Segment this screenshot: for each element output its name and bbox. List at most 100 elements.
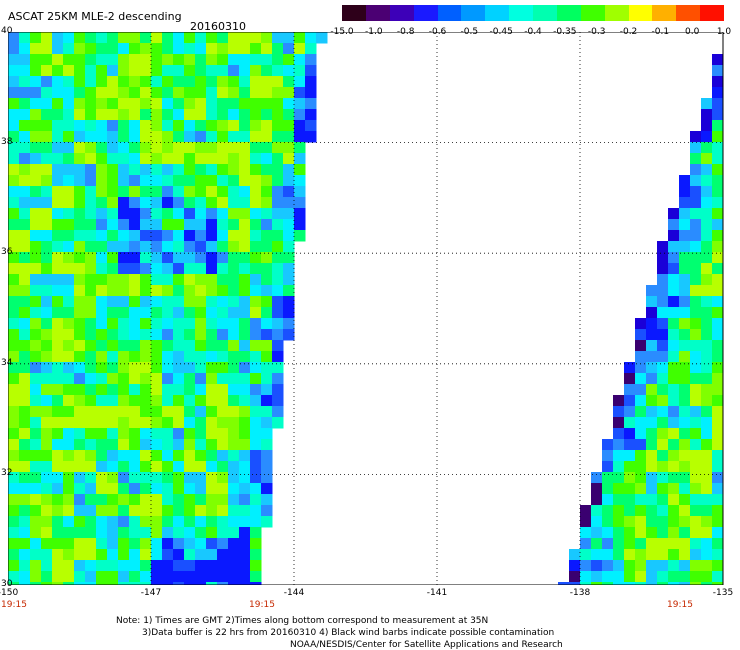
wind-cell — [272, 208, 284, 220]
wind-cell — [74, 549, 86, 561]
wind-cell — [151, 318, 163, 330]
wind-cell — [272, 32, 284, 44]
wind-cell — [228, 527, 240, 539]
wind-cell — [8, 43, 20, 55]
wind-cell — [624, 516, 636, 528]
wind-cell — [74, 582, 86, 585]
wind-cell — [250, 175, 262, 187]
wind-cell — [173, 417, 185, 429]
wind-cell — [162, 560, 174, 572]
wind-cell — [261, 175, 273, 187]
wind-cell — [668, 329, 680, 341]
wind-cell — [250, 87, 262, 99]
wind-cell — [74, 428, 86, 440]
wind-cell — [162, 318, 174, 330]
wind-cell — [118, 164, 130, 176]
wind-cell — [8, 318, 20, 330]
wind-cell — [8, 274, 20, 286]
wind-cell — [118, 571, 130, 583]
wind-cell — [140, 395, 152, 407]
wind-cell — [272, 120, 284, 132]
wind-cell — [217, 329, 229, 341]
wind-cell — [250, 120, 262, 132]
wind-cell — [701, 307, 713, 319]
wind-cell — [195, 208, 207, 220]
wind-cell — [261, 43, 273, 55]
wind-cell — [96, 351, 108, 363]
wind-cell — [52, 285, 64, 297]
wind-cell — [668, 384, 680, 396]
wind-cell — [690, 516, 702, 528]
wind-cell — [63, 142, 75, 154]
wind-cell — [272, 285, 284, 297]
wind-cell — [52, 65, 64, 77]
wind-cell — [228, 417, 240, 429]
wind-cell — [8, 472, 20, 484]
wind-cell — [19, 384, 31, 396]
longitude-label: -141 — [426, 588, 448, 598]
wind-cell — [129, 65, 141, 77]
wind-cell — [107, 219, 119, 231]
wind-cell — [635, 549, 647, 561]
wind-cell — [173, 131, 185, 143]
wind-cell — [283, 32, 295, 44]
wind-cell — [228, 461, 240, 473]
wind-cell — [140, 43, 152, 55]
wind-cell — [239, 318, 251, 330]
wind-cell — [239, 362, 251, 374]
wind-cell — [701, 263, 713, 275]
wind-cell — [74, 318, 86, 330]
wind-cell — [52, 252, 64, 264]
wind-cell — [85, 362, 97, 374]
wind-cell — [261, 417, 273, 429]
wind-cell — [107, 307, 119, 319]
wind-cell — [30, 527, 42, 539]
wind-cell — [129, 461, 141, 473]
wind-cell — [712, 197, 724, 209]
wind-cell — [129, 384, 141, 396]
wind-cell — [701, 120, 713, 132]
wind-cell — [646, 560, 658, 572]
wind-cell — [63, 175, 75, 187]
wind-cell — [140, 197, 152, 209]
wind-cell — [206, 538, 218, 550]
wind-cell — [250, 285, 262, 297]
wind-cell — [217, 417, 229, 429]
wind-cell — [701, 274, 713, 286]
wind-cell — [206, 109, 218, 121]
wind-cell — [184, 472, 196, 484]
wind-cell — [294, 65, 306, 77]
wind-cell — [294, 87, 306, 99]
wind-cell — [217, 76, 229, 88]
wind-cell — [195, 307, 207, 319]
wind-cell — [184, 450, 196, 462]
wind-cell — [184, 219, 196, 231]
wind-cell — [140, 175, 152, 187]
wind-cell — [283, 142, 295, 154]
wind-cell — [41, 263, 53, 275]
wind-cell — [668, 307, 680, 319]
wind-cell — [701, 549, 713, 561]
wind-cell — [646, 417, 658, 429]
wind-cell — [19, 549, 31, 561]
wind-cell — [85, 428, 97, 440]
wind-cell — [184, 274, 196, 286]
wind-cell — [74, 560, 86, 572]
wind-cell — [690, 274, 702, 286]
wind-cell — [646, 439, 658, 451]
wind-cell — [129, 32, 141, 44]
colorbar-segment — [556, 5, 581, 21]
wind-cell — [690, 373, 702, 385]
wind-cell — [129, 538, 141, 550]
wind-cell — [657, 351, 669, 363]
wind-cell — [118, 549, 130, 561]
wind-cell — [96, 186, 108, 198]
wind-cell — [30, 208, 42, 220]
wind-cell — [272, 131, 284, 143]
wind-cell — [613, 450, 625, 462]
wind-cell — [283, 318, 295, 330]
wind-cell — [712, 120, 724, 132]
wind-cell — [239, 494, 251, 506]
wind-cell — [19, 472, 31, 484]
wind-cell — [239, 65, 251, 77]
